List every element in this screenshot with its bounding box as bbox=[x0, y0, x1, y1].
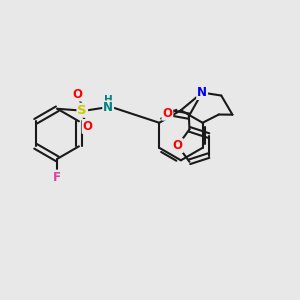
Text: F: F bbox=[53, 171, 61, 184]
Text: S: S bbox=[77, 104, 87, 117]
Text: H: H bbox=[104, 94, 112, 105]
Text: O: O bbox=[162, 107, 172, 120]
Text: O: O bbox=[173, 139, 183, 152]
Text: O: O bbox=[72, 88, 82, 100]
Text: N: N bbox=[197, 86, 207, 99]
Text: O: O bbox=[82, 120, 93, 133]
Text: N: N bbox=[103, 101, 113, 114]
